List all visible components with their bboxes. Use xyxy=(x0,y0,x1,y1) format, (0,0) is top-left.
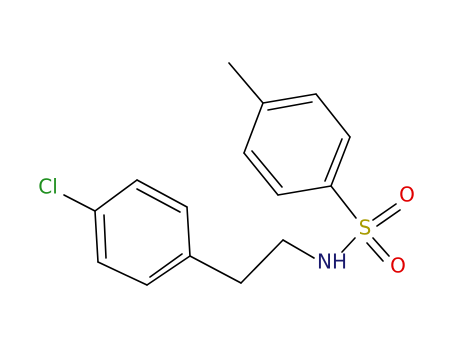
atom-label: O xyxy=(390,254,406,278)
atom-label: NH xyxy=(317,250,347,274)
atom-label: Cl xyxy=(38,175,58,199)
atom-label: S xyxy=(359,216,372,240)
bonds xyxy=(63,62,401,286)
atom-label: O xyxy=(399,183,415,207)
